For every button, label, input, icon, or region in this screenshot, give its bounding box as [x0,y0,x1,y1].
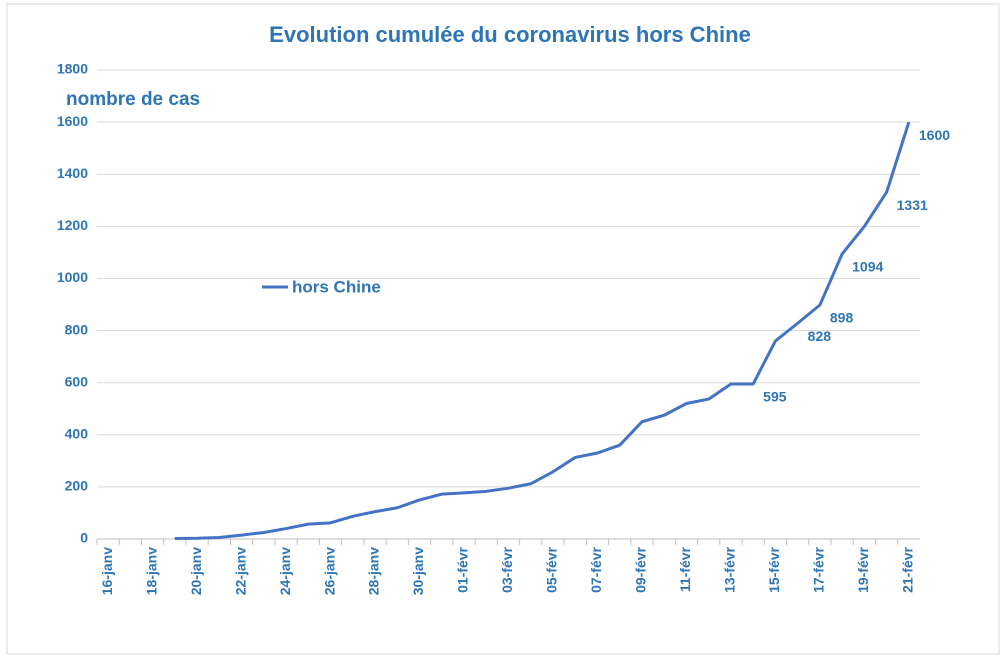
x-tick-label: 07-févr [588,546,604,592]
data-label: 595 [763,389,787,405]
y-tick-label: 600 [65,373,89,389]
y-tick-label: 400 [65,425,89,441]
y-tick-label: 1000 [57,269,88,285]
x-tick-label: 09-févr [633,546,649,592]
x-tick-label: 05-févr [544,546,560,592]
x-tick-label: 26-janv [321,547,337,595]
y-tick-label: 1400 [57,165,88,181]
data-label: 828 [808,328,832,344]
line-series [174,121,911,540]
data-label: 1094 [852,259,883,275]
x-tick-label: 30-janv [410,547,426,595]
x-tick-label: 24-janv [277,547,293,595]
y-tick-label: 800 [65,321,89,337]
y-tick-label: 1800 [57,61,88,77]
chart-frame [6,3,1000,655]
x-tick-label: 17-févr [811,546,827,592]
x-tick-label: 21-févr [900,546,916,592]
y-tick-label: 200 [65,478,89,494]
x-tick-label: 11-févr [677,546,693,592]
x-tick-label: 18-janv [143,547,159,595]
x-tick-label: 15-févr [766,546,782,592]
y-tick-label: 1600 [57,113,88,129]
data-label: 898 [830,310,854,326]
data-label: 1600 [919,127,950,143]
y-tick-label: 1200 [57,217,88,233]
x-tick-label: 03-févr [499,546,515,592]
data-label: 1331 [897,197,928,213]
x-tick-label: 19-févr [855,546,871,592]
x-tick-label: 13-févr [722,546,738,592]
x-tick-label: 22-janv [232,547,248,595]
legend-label: hors Chine [292,277,381,296]
y-tick-label: 0 [80,530,88,546]
x-tick-label: 16-janv [99,547,115,595]
y-axis-title: nombre de cas [66,89,200,110]
x-tick-label: 20-janv [188,547,204,595]
x-tick-label: 01-févr [455,546,471,592]
x-tick-label: 28-janv [366,547,382,595]
chart-title: Evolution cumulée du coronavirus hors Ch… [269,22,751,47]
